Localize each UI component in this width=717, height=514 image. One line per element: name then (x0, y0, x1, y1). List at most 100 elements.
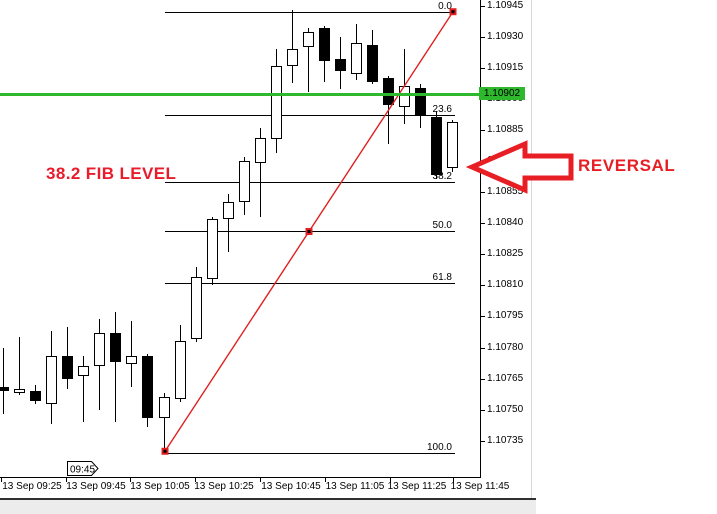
price-axis-label: 1.10810 (487, 279, 524, 290)
candle-body (367, 45, 378, 82)
candle-body (239, 161, 250, 202)
candle-body (78, 366, 89, 376)
candle-wick (83, 356, 84, 422)
price-axis-tick (481, 285, 485, 286)
time-axis-label: 13 Sep 11:05 (325, 481, 385, 492)
price-axis-label: 1.10855 (487, 186, 524, 197)
price-axis-label: 1.10795 (487, 310, 524, 321)
fib-level-line (165, 115, 455, 116)
candle-body (46, 356, 57, 404)
price-axis-tick (481, 316, 485, 317)
fibonacci-trendline[interactable] (0, 0, 480, 478)
time-axis-label: 13 Sep 11:25 (387, 481, 447, 492)
candle-wick (115, 312, 116, 422)
window-right-edge (531, 0, 532, 498)
fib-level-label: 61.8 (432, 272, 452, 283)
candle-body (126, 356, 137, 364)
time-axis-label: 13 Sep 10:45 (261, 481, 321, 492)
trendline-handle-center (307, 229, 311, 233)
candle-wick (19, 337, 20, 395)
candle-body (94, 333, 105, 366)
fib-level-label: 38.2 (432, 171, 452, 182)
candle-body (255, 138, 266, 163)
horizontal-price-line[interactable] (0, 93, 480, 96)
candle-body (319, 28, 330, 61)
price-axis-label: 1.10780 (487, 342, 524, 353)
price-axis-tick (481, 254, 485, 255)
price-axis-tick (481, 192, 485, 193)
time-axis-label: 13 Sep 09:45 (66, 481, 126, 492)
window-bottom-border (0, 498, 536, 500)
candle-body (142, 356, 153, 418)
candle-wick (292, 10, 293, 83)
chart-window: 0.0 23.6 38.2 50.0 61.8 100.0 09:45 1.10945 1.… (0, 0, 536, 514)
candle-body (62, 356, 73, 379)
price-axis-tick (481, 37, 485, 38)
fib-level-label: 0.0 (438, 1, 452, 12)
chart-plot-area[interactable]: 0.0 23.6 38.2 50.0 61.8 100.0 09:45 (0, 0, 480, 478)
candle-body (271, 66, 282, 139)
fib-level-line (165, 283, 455, 284)
arrow-shape (465, 140, 574, 194)
candle-body (110, 333, 121, 362)
price-axis-label: 1.10825 (487, 248, 524, 259)
reversal-arrow-icon (465, 140, 574, 194)
candle-body (447, 122, 458, 168)
flag-shape (67, 461, 99, 476)
candle-body (207, 219, 218, 279)
candle-body (383, 78, 394, 105)
flag-label: 09:45 (70, 465, 95, 476)
price-axis-label: 1.10915 (487, 62, 524, 73)
price-axis-label: 1.10765 (487, 373, 524, 384)
price-axis-tick (481, 223, 485, 224)
time-axis-label: 13 Sep 10:25 (194, 481, 254, 492)
time-separator-flag: 09:45 (67, 461, 99, 476)
candle-wick (260, 128, 261, 217)
candle-body (175, 341, 186, 399)
candle-wick (308, 28, 309, 92)
time-axis-label: 13 Sep 11:45 (450, 481, 510, 492)
time-axis-tick (325, 478, 326, 482)
time-axis-tick (260, 478, 261, 482)
fib-level-label: 100.0 (426, 442, 452, 453)
trendline-handle-center (163, 449, 167, 453)
price-axis-tick (481, 441, 485, 442)
price-axis-tick (481, 68, 485, 69)
current-price-tag: 1.10902 (479, 87, 525, 100)
candle-body (0, 387, 9, 391)
candle-body (159, 397, 170, 418)
fib-level-line (165, 453, 455, 454)
candle-body (30, 391, 41, 401)
fib-level-label: 50.0 (432, 220, 452, 231)
candle-body (14, 389, 25, 393)
fib-level-line (165, 12, 455, 13)
candle-body (415, 88, 426, 115)
price-axis-line (480, 0, 481, 478)
candle-body (431, 117, 442, 175)
price-axis-label: 1.10885 (487, 124, 524, 135)
candle-body (191, 277, 202, 339)
time-axis-tick (453, 478, 454, 482)
candle-body (351, 43, 362, 74)
price-axis-tick (481, 130, 485, 131)
fib-level-line (165, 182, 455, 183)
candle-body (223, 202, 234, 219)
price-axis-label: 1.10735 (487, 435, 524, 446)
time-axis-line (0, 477, 481, 478)
price-axis-label: 1.10750 (487, 404, 524, 415)
trendline-handle-center (451, 10, 455, 14)
candle-wick (3, 348, 4, 414)
candle-wick (164, 393, 165, 451)
time-axis-tick (130, 478, 131, 482)
price-axis-tick (481, 348, 485, 349)
fib-level-label: 23.6 (432, 104, 452, 115)
candle-body (287, 49, 298, 66)
price-axis-tick (481, 379, 485, 380)
time-axis-tick (195, 478, 196, 482)
fib-level-note: 38.2 FIB LEVEL (46, 164, 177, 183)
time-axis-tick (390, 478, 391, 482)
window-chrome-strip (0, 500, 536, 514)
time-axis-tick (1, 478, 2, 482)
price-axis-label: 1.10930 (487, 31, 524, 42)
